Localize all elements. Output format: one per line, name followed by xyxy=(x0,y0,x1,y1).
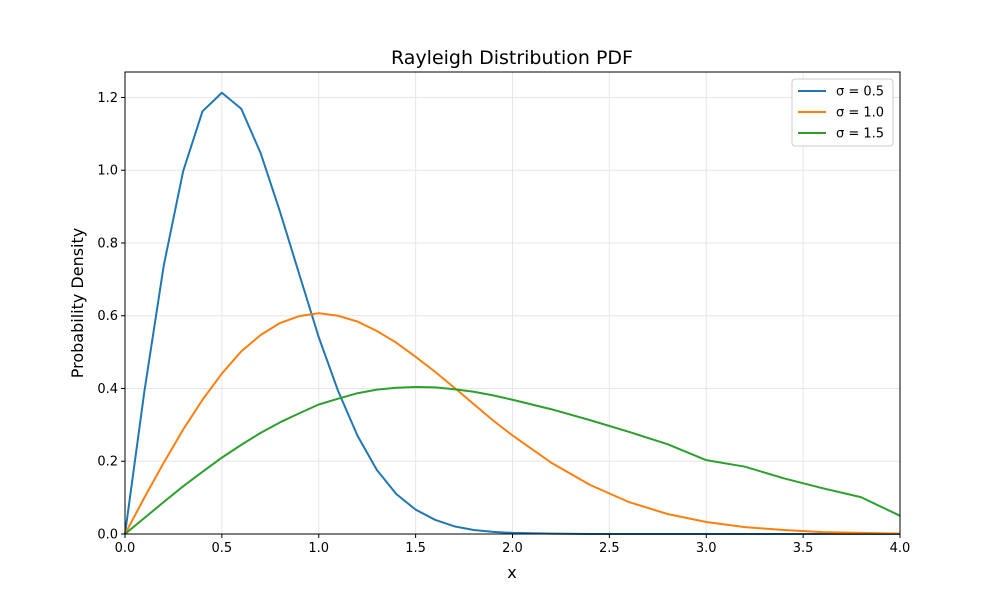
x-tick-label: 2.5 xyxy=(599,541,620,556)
y-tick-label: 0.8 xyxy=(97,236,118,251)
y-tick-label: 0.2 xyxy=(97,455,118,470)
y-tick-label: 1.0 xyxy=(97,164,118,179)
x-axis-label: x xyxy=(507,563,516,582)
x-tick-label: 2.0 xyxy=(502,541,523,556)
x-tick-label: 3.5 xyxy=(793,541,814,556)
series-line-2 xyxy=(124,312,901,535)
grid-lines xyxy=(124,72,901,535)
series-line-3 xyxy=(124,386,901,535)
legend-box xyxy=(791,78,894,147)
y-tick-label: 0.4 xyxy=(97,382,118,397)
chart-title: Rayleigh Distribution PDF xyxy=(391,47,633,69)
x-axis-ticks: 0.0 0.5 1.0 1.5 2.0 2.5 3.0 3.5 4.0 xyxy=(115,534,911,556)
legend: σ = 0.5 σ = 1.0 σ = 1.5 xyxy=(791,78,894,147)
legend-label: σ = 1.0 xyxy=(836,106,884,121)
x-tick-label: 1.5 xyxy=(405,541,426,556)
x-tick-label: 3.0 xyxy=(696,541,717,556)
y-tick-label: 0.0 xyxy=(97,528,118,543)
legend-label: σ = 0.5 xyxy=(836,85,884,100)
y-tick-label: 1.2 xyxy=(97,91,118,106)
y-tick-label: 0.6 xyxy=(97,309,118,324)
y-axis-label: Probability Density xyxy=(68,228,87,379)
x-tick-label: 0.5 xyxy=(212,541,233,556)
y-axis-ticks: 0.0 0.2 0.4 0.6 0.8 1.0 1.2 xyxy=(97,91,125,543)
x-tick-label: 0.0 xyxy=(115,541,136,556)
legend-label: σ = 1.5 xyxy=(836,127,884,142)
x-tick-label: 4.0 xyxy=(890,541,911,556)
x-tick-label: 1.0 xyxy=(308,541,329,556)
